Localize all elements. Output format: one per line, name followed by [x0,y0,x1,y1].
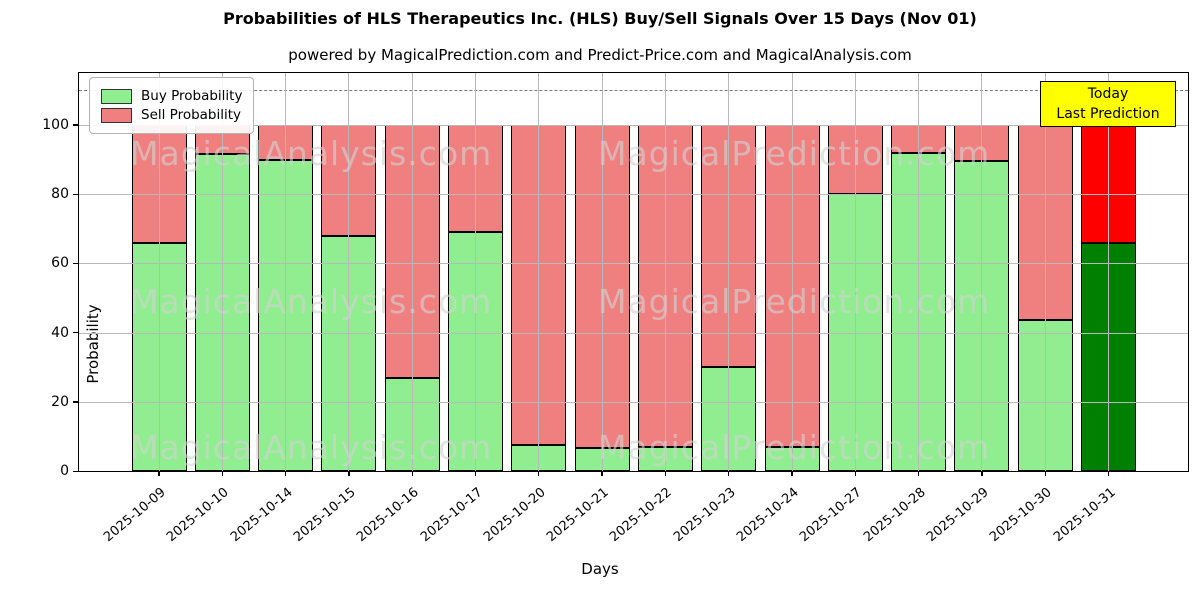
v-gridline [981,73,983,471]
h-gridline [79,124,1188,126]
y-tick-mark [73,262,78,265]
x-tick-mark [1044,471,1046,476]
legend: Buy Probability Sell Probability [89,77,255,134]
v-gridline [601,73,603,471]
y-tick-label: 20 [51,393,69,410]
x-tick-mark [854,471,856,476]
reference-dashed-line [79,90,1188,92]
h-gridline [79,263,1188,265]
y-tick-label: 100 [42,116,69,133]
x-tick-mark [1107,471,1110,476]
x-tick-mark [601,471,603,476]
legend-item-buy: Buy Probability [101,88,242,104]
x-tick-mark [791,471,793,476]
h-gridline [79,401,1188,403]
x-tick-mark [728,471,730,476]
x-tick-mark [411,471,413,476]
v-gridline [728,73,730,471]
y-tick-mark [73,470,78,472]
buy-color-swatch [101,88,132,104]
v-gridline [158,73,160,471]
v-gridline [918,73,920,471]
chart-subtitle: powered by MagicalPrediction.com and Pre… [288,46,912,64]
today-annotation: Today Last Prediction [1040,81,1176,127]
today-annotation-line2: Last Prediction [1056,106,1160,122]
v-gridline [221,73,223,471]
x-tick-mark [981,471,983,476]
x-tick-mark [158,471,160,476]
y-tick-label: 60 [51,255,69,272]
legend-label-sell: Sell Probability [141,107,242,123]
v-gridline [285,73,287,471]
watermark-text: MagicalAnalysis.com [130,134,493,173]
v-gridline [538,73,540,471]
v-gridline [1044,73,1046,471]
y-tick-mark [73,124,78,126]
y-tick-mark [73,401,78,403]
x-tick-mark [538,471,540,476]
sell-color-swatch [101,107,132,123]
x-axis-label: Days [581,560,619,578]
y-tick-mark [73,193,78,195]
v-gridline [854,73,856,471]
x-tick-mark [664,471,667,476]
y-axis-label: Probability [84,304,102,384]
watermark-text: MagicalAnalysis.com [130,428,493,467]
watermark-text: MagicalPrediction.com [598,428,991,467]
watermark-text: MagicalAnalysis.com [130,282,493,321]
v-gridline [411,73,413,471]
y-tick-label: 80 [51,186,69,203]
v-gridline [664,73,666,471]
h-gridline [79,194,1188,196]
y-tick-label: 40 [51,324,69,341]
watermark-text: MagicalPrediction.com [598,282,991,321]
y-tick-label: 0 [60,463,69,479]
x-tick-mark [284,471,287,476]
v-gridline [348,73,350,471]
y-tick-mark [73,332,78,334]
legend-item-sell: Sell Probability [101,107,242,123]
x-tick-mark [917,471,920,476]
v-gridline [1108,73,1109,471]
legend-label-buy: Buy Probability [141,88,243,104]
x-tick-mark [474,471,477,476]
h-gridline [79,332,1188,334]
watermark-text: MagicalPrediction.com [598,134,991,173]
x-tick-mark [221,471,223,476]
chart-title: Probabilities of HLS Therapeutics Inc. (… [223,9,977,28]
v-gridline [475,73,476,471]
x-tick-mark [348,471,350,476]
plot-area: Buy Probability Sell Probability Probabi… [42,72,1189,545]
v-gridline [791,73,793,471]
today-annotation-line1: Today [1087,85,1129,102]
